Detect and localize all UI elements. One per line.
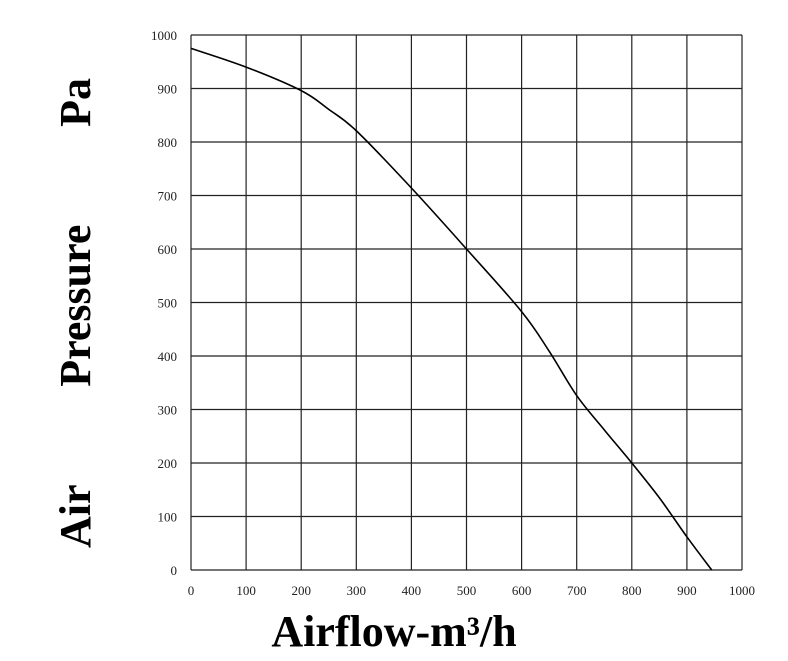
y-label-word-pa: Pa <box>51 78 100 127</box>
x-tick-label: 100 <box>236 583 256 598</box>
y-axis-label: Air Pressure Pa <box>51 78 100 548</box>
y-tick-label: 900 <box>158 82 178 97</box>
x-tick-label: 200 <box>291 583 311 598</box>
x-tick-label: 1000 <box>729 583 755 598</box>
y-tick-label: 300 <box>158 403 178 418</box>
x-tick-label: 500 <box>457 583 477 598</box>
pressure-curve <box>190 47 713 571</box>
x-tick-label: 300 <box>347 583 367 598</box>
x-tick-label: 900 <box>677 583 697 598</box>
x-axis-label: Airflow-m³/h <box>271 607 517 656</box>
y-tick-label: 0 <box>171 563 178 578</box>
x-tick-label: 800 <box>622 583 642 598</box>
y-tick-label: 500 <box>158 296 178 311</box>
y-tick-label: 100 <box>158 510 178 525</box>
y-label-word-air: Air <box>51 484 100 548</box>
x-tick-label: 0 <box>188 583 195 598</box>
x-tick-label: 700 <box>567 583 587 598</box>
y-tick-label: 800 <box>158 135 178 150</box>
y-tick-label: 1000 <box>151 28 177 43</box>
x-tick-label: 400 <box>402 583 422 598</box>
y-tick-label: 700 <box>158 189 178 204</box>
y-label-word-pressure: Pressure <box>51 224 100 387</box>
y-tick-label: 400 <box>158 349 178 364</box>
y-tick-label: 200 <box>158 456 178 471</box>
x-tick-label: 600 <box>512 583 532 598</box>
y-tick-label: 600 <box>158 242 178 257</box>
